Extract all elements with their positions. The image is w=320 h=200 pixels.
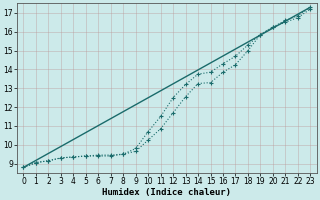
X-axis label: Humidex (Indice chaleur): Humidex (Indice chaleur) [102, 188, 231, 197]
